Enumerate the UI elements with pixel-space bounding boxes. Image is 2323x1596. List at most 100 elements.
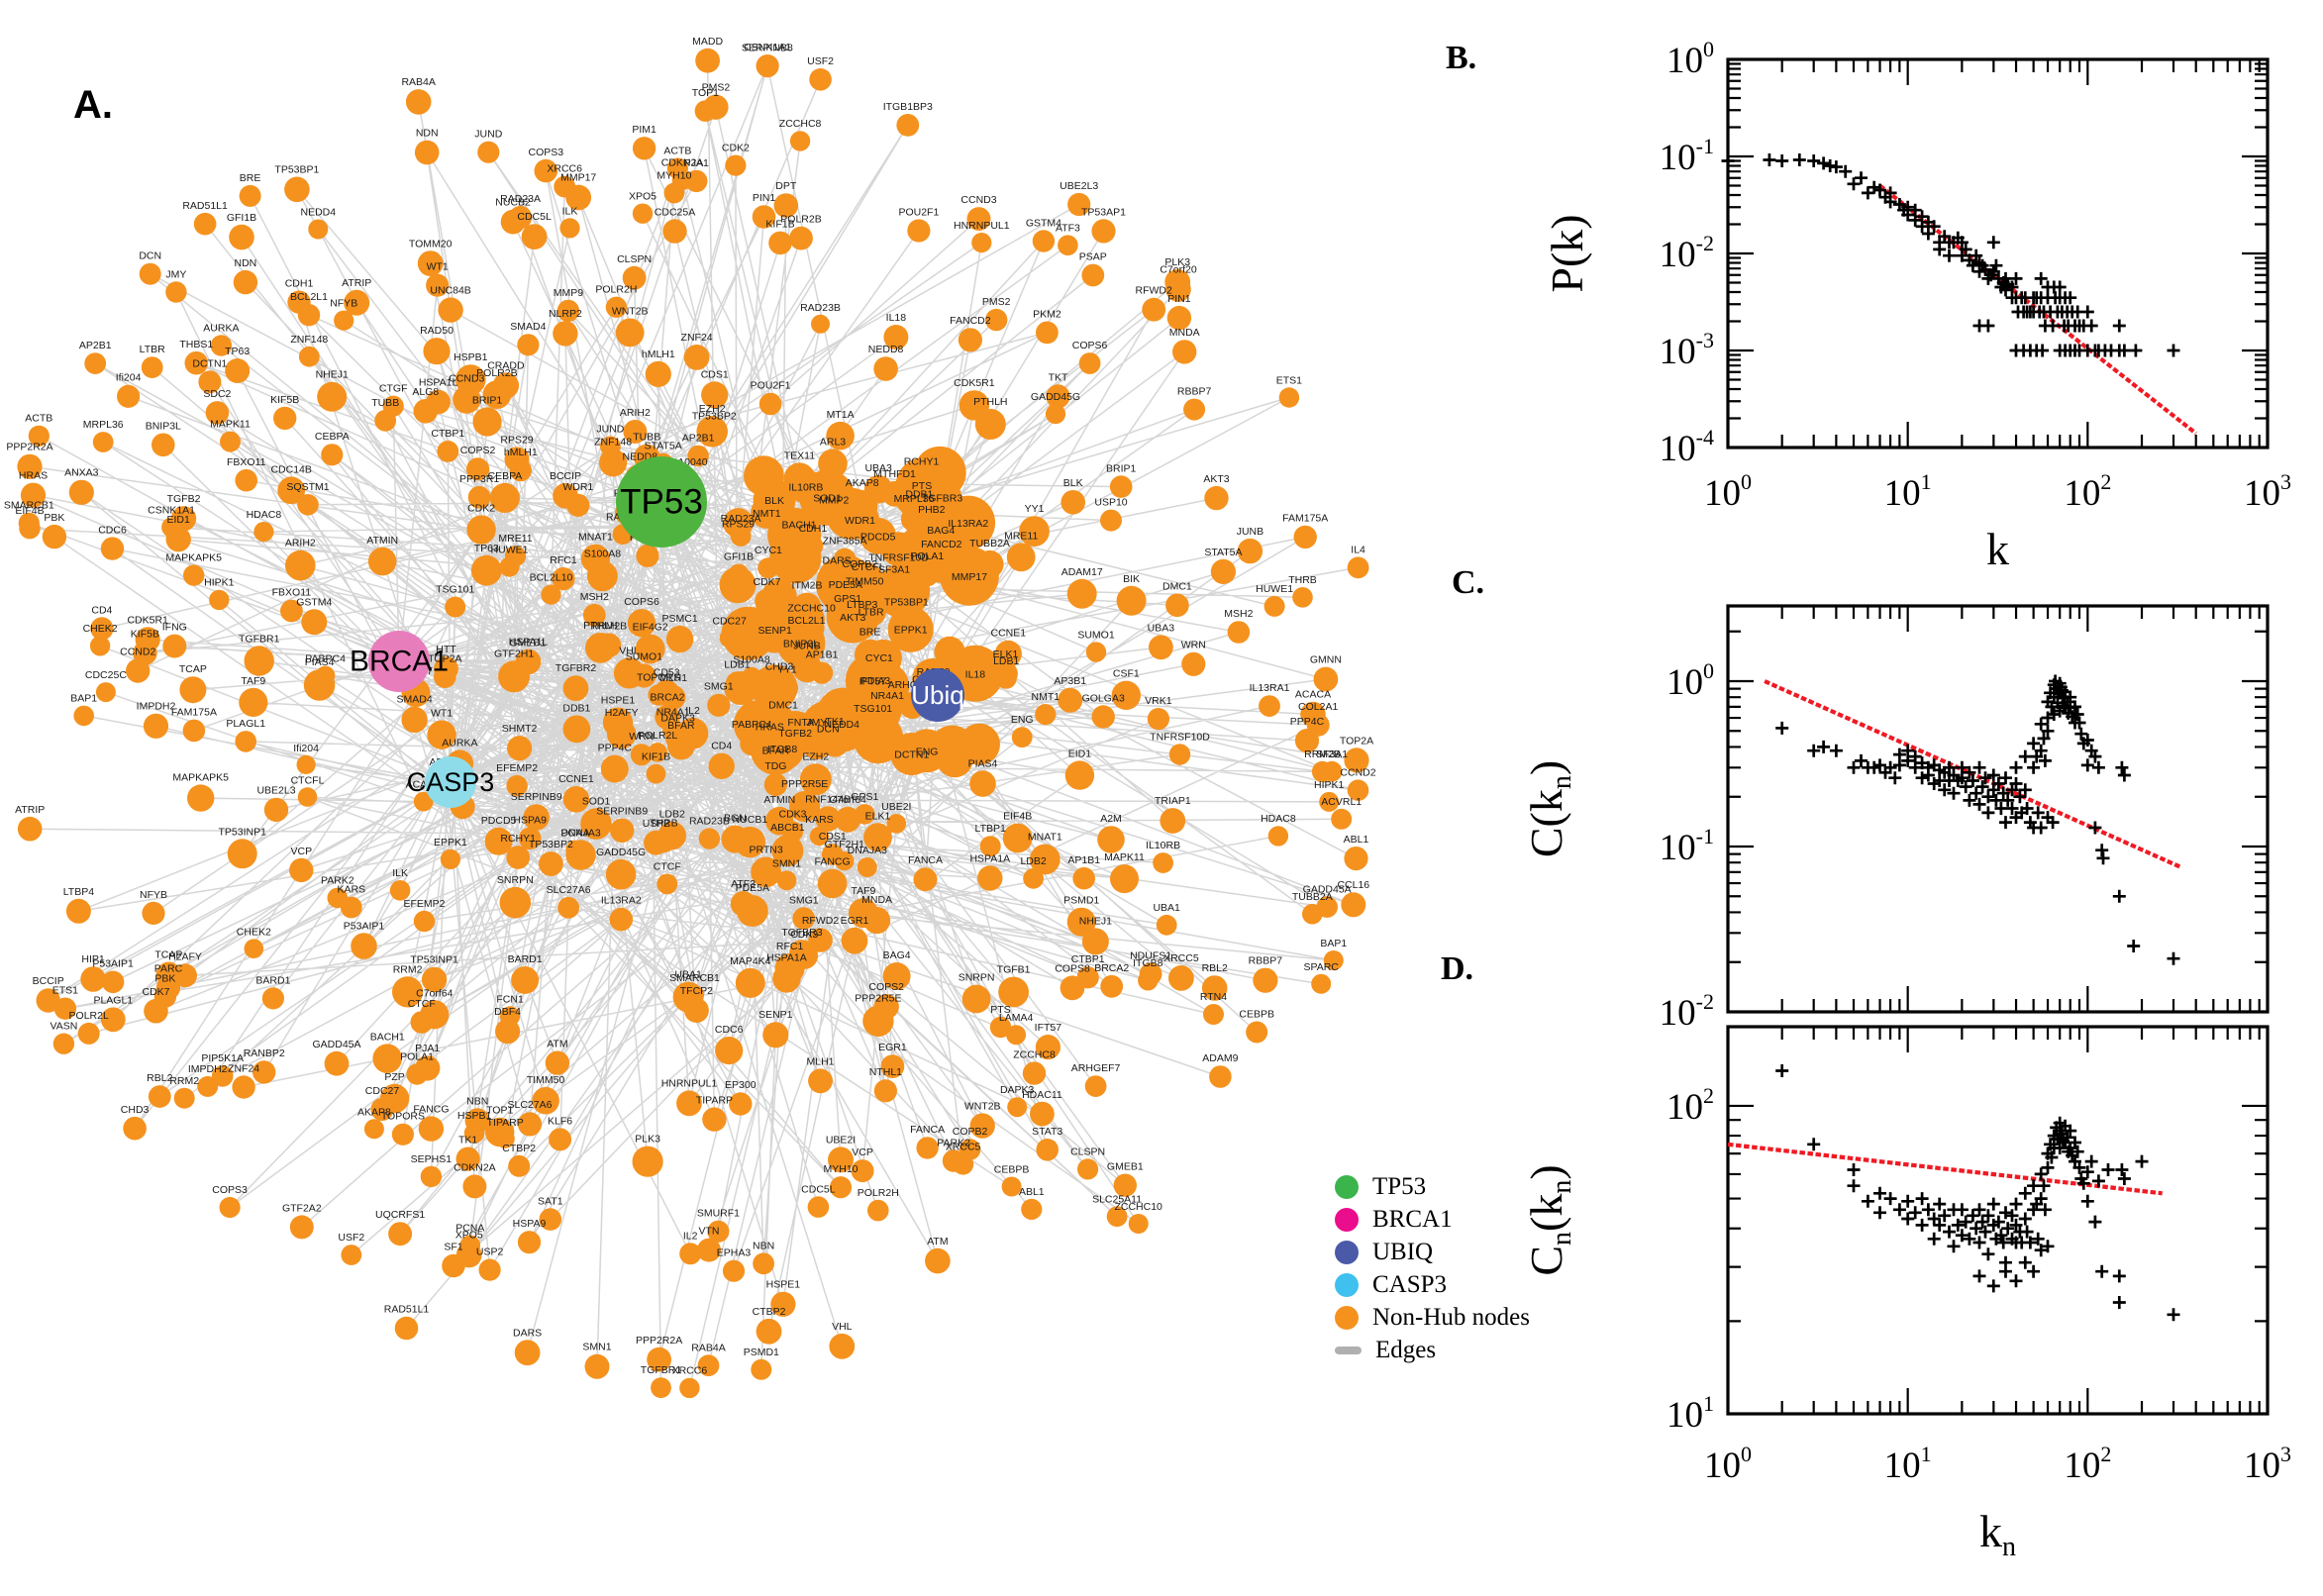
network-node <box>756 1318 782 1345</box>
network-node <box>1109 475 1133 498</box>
network-blob-node <box>816 687 870 742</box>
network-node <box>263 797 289 823</box>
tick-label: 102 <box>1666 1083 1714 1128</box>
network-node-label: CDC27 <box>712 616 747 628</box>
network-node-label: IMPDH2 <box>188 1063 228 1075</box>
network-node <box>509 458 532 482</box>
network-node <box>210 335 233 356</box>
network-node-label: RRM2B <box>1304 748 1341 760</box>
network-node-label: PBK <box>44 512 64 524</box>
network-node-label: DCN <box>817 723 840 735</box>
network-node <box>470 554 502 586</box>
network-node <box>925 1247 951 1274</box>
network-node-label: CDH1 <box>799 523 828 535</box>
network-node-label: ADAM9 <box>1202 1052 1238 1064</box>
network-node-label: TGFBR3 <box>781 927 823 939</box>
network-node <box>165 281 187 303</box>
network-node <box>977 865 1003 891</box>
panel-d-plot: 102 101 100 101 102 103 Cn(kn) kn <box>1521 1025 2291 1562</box>
network-node-label: IMPDH2 <box>137 701 176 713</box>
network-node <box>511 966 540 994</box>
network-node <box>1166 305 1192 331</box>
network-node-label: HUWE1 <box>491 545 529 556</box>
network-node-label: USP2 <box>643 818 670 830</box>
network-node <box>434 665 456 688</box>
network-node-label: COPB2 <box>842 558 877 570</box>
network-node <box>1097 826 1125 853</box>
network-node-label: GSTM4 <box>296 596 332 608</box>
network-node <box>998 976 1029 1008</box>
network-node-label: UNC84B <box>430 284 470 296</box>
network-node-label: TGFBR2 <box>556 662 597 674</box>
network-node-label: ZCCHC8 <box>779 118 822 130</box>
network-node <box>1344 748 1369 773</box>
network-node <box>1021 1198 1043 1220</box>
network-node <box>1002 823 1033 853</box>
network-node <box>821 844 844 865</box>
network-node-label: POU2F1 <box>898 206 939 218</box>
network-node <box>367 547 397 576</box>
network-node-label: CDK5R1 <box>954 377 995 389</box>
network-node <box>715 1037 744 1065</box>
network-node-label: BAP1 <box>70 693 97 705</box>
network-node <box>771 835 804 867</box>
network-node-label: EZH2 <box>699 403 726 415</box>
network-node-label: JUNB <box>1237 526 1263 538</box>
network-node-label: THRB <box>650 818 678 830</box>
network-node <box>521 224 548 250</box>
hub-tp53-circle <box>616 456 707 548</box>
network-node-label: TKT <box>1049 371 1068 383</box>
hub-brca1-circle <box>368 631 430 692</box>
network-node <box>173 1087 195 1109</box>
network-node-label: WNT2B <box>612 306 649 318</box>
network-node <box>585 633 616 663</box>
network-node-label: STAT5A <box>1204 547 1242 558</box>
ubiq-swatch-icon <box>1335 1240 1359 1264</box>
network-node-label: THRB <box>1288 574 1317 586</box>
network-node-label: GTF2A2 <box>282 1202 322 1214</box>
network-node-label: CCND2 <box>1340 767 1375 779</box>
network-node <box>1246 1021 1268 1044</box>
network-node-label: KIF1B <box>642 751 670 763</box>
network-node-label: GADD45G <box>596 847 646 858</box>
network-node <box>388 1222 413 1247</box>
network-node <box>1210 558 1236 585</box>
network-node-label: UBA3 <box>1148 622 1175 634</box>
network-node-label: UBE2L3 <box>1060 180 1098 192</box>
network-node-label: BCCIP <box>550 470 581 482</box>
network-node <box>1160 808 1186 834</box>
network-node <box>472 407 502 437</box>
network-node-label: ATF3 <box>1056 222 1080 234</box>
network-node-label: HDAC8 <box>247 509 282 521</box>
network-node-label: BRCA2 <box>650 691 684 703</box>
network-node-label: BNIP3L <box>783 639 819 650</box>
plot-frame <box>1726 604 2270 1014</box>
network-node <box>277 476 306 505</box>
axis-ticks <box>1726 57 2270 449</box>
network-node-label: COPS3 <box>528 147 563 158</box>
network-node-label: POLR2L <box>638 730 677 742</box>
network-node-label: LTBP3 <box>847 599 877 611</box>
network-node-label: ZCCHC10 <box>1114 1201 1162 1213</box>
network-node <box>220 431 241 452</box>
network-node <box>296 754 316 775</box>
network-node-label: PLK3 <box>635 1134 660 1146</box>
network-node <box>752 205 776 229</box>
network-node <box>697 1238 721 1262</box>
network-node-label: RAB4A <box>401 76 435 88</box>
network-node-label: AKAP8 <box>846 477 879 489</box>
network-node <box>1023 867 1044 889</box>
network-node-label: CDC25A <box>655 206 695 218</box>
network-node-label: TK1 <box>825 716 844 728</box>
network-node-label: COPS6 <box>624 596 659 608</box>
network-node-label: ARL3 <box>820 437 846 449</box>
network-node-label: MRPL36 <box>894 493 935 505</box>
network-node-label: CEBPA <box>487 470 522 482</box>
network-node <box>389 880 411 901</box>
network-node-label: PJA1 <box>684 157 709 169</box>
network-node <box>553 321 578 347</box>
network-node <box>514 1340 541 1366</box>
network-node <box>344 289 370 316</box>
network-node-label: COL2A1 <box>1298 701 1338 713</box>
network-node <box>580 544 611 573</box>
